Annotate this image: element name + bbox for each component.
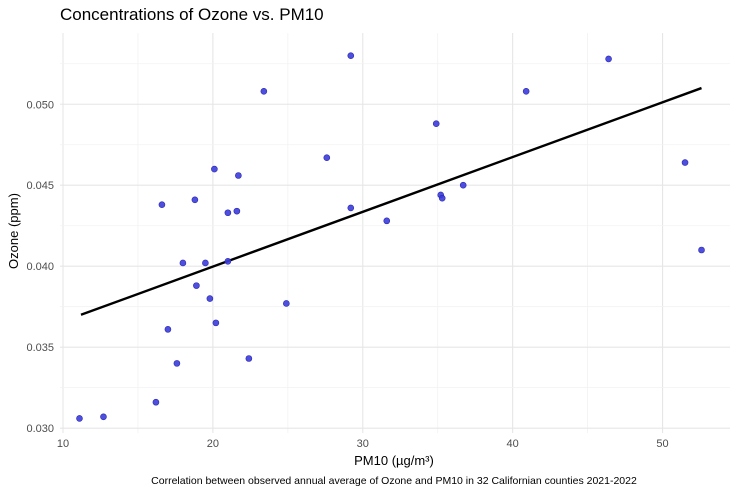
data-point — [158, 201, 166, 208]
data-point — [432, 120, 440, 127]
data-point — [224, 209, 232, 217]
data-point — [347, 52, 355, 59]
data-point — [76, 415, 83, 422]
chart-title: Concentrations of Ozone vs. PM10 — [60, 5, 324, 24]
data-point — [235, 172, 242, 179]
data-point — [383, 217, 391, 225]
y-tick-label: 0.040 — [26, 261, 54, 273]
data-point — [206, 295, 214, 302]
data-point — [191, 196, 199, 204]
data-point — [211, 165, 218, 173]
data-point — [152, 398, 160, 406]
data-point — [164, 326, 172, 333]
data-point — [233, 207, 241, 215]
chart-caption: Correlation between observed annual aver… — [151, 475, 637, 487]
data-point — [698, 246, 705, 254]
data-point — [245, 355, 253, 362]
data-point — [522, 87, 530, 95]
grid-layer — [60, 33, 730, 433]
trend-line-layer — [80, 86, 702, 316]
x-tick-label: 50 — [656, 438, 668, 450]
data-point — [323, 154, 331, 161]
x-tick-label: 10 — [57, 438, 69, 450]
data-point — [173, 360, 181, 367]
x-tick-label: 20 — [207, 438, 219, 450]
data-point — [605, 55, 612, 63]
data-point — [212, 319, 220, 327]
y-tick-label: 0.045 — [26, 180, 54, 192]
y-tick-label: 0.035 — [26, 342, 54, 354]
data-point — [459, 181, 467, 189]
points-layer — [76, 52, 705, 422]
data-point — [202, 259, 209, 267]
x-tick-label: 40 — [507, 438, 519, 450]
data-point — [224, 258, 232, 265]
x-axis-label: PM10 (µg/m³) — [354, 453, 434, 468]
data-point — [681, 159, 689, 166]
tick-labels-layer: 10 20 30 40 50 0.030 0.035 0.040 0.045 0.050 — [26, 99, 668, 450]
y-axis-label: Ozone (ppm) — [6, 193, 21, 269]
x-tick-label: 30 — [357, 438, 369, 450]
data-point — [347, 204, 355, 212]
data-point — [283, 300, 290, 307]
y-tick-label: 0.050 — [26, 99, 54, 111]
data-point — [438, 194, 446, 202]
trend-line — [80, 86, 702, 316]
data-point — [100, 413, 107, 421]
data-point — [260, 87, 268, 95]
y-tick-label: 0.030 — [26, 423, 54, 435]
data-point — [179, 259, 187, 267]
data-point — [193, 282, 200, 289]
